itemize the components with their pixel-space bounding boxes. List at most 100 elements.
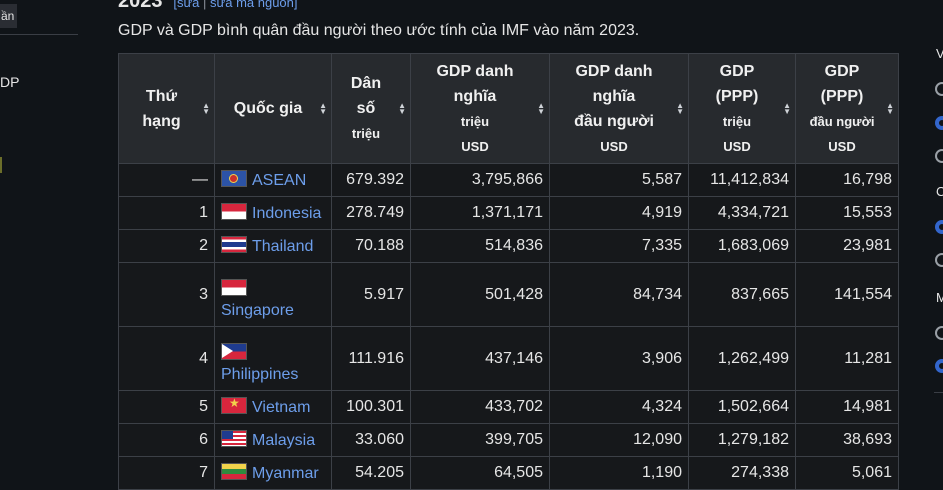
panel-divider	[934, 392, 943, 393]
sort-icon[interactable]: ▲ ▼	[537, 100, 545, 116]
column-header-population[interactable]: Dân số triệu ▲ ▼	[331, 53, 411, 164]
column-header-label: nghĩa	[592, 87, 636, 105]
column-header-gdp-nominal[interactable]: GDP danh nghĩa triệu USD ▲ ▼	[410, 53, 550, 164]
gdp-nominal-pc-cell: 84,734	[549, 262, 689, 327]
population-cell: 5.917	[331, 262, 411, 327]
gdp-ppp-cell: 1,262,499	[688, 326, 796, 391]
sort-icon[interactable]: ▲ ▼	[783, 100, 791, 116]
malaysia-flag-icon[interactable]	[221, 430, 247, 447]
table-row: 6 Malaysia 33.060 399,705 12,090 1,279,1…	[118, 423, 899, 457]
appearance-section-label: M	[936, 290, 943, 305]
table-row: 7 Myanmar 54.205 64,505 1,190 274,338 5,…	[118, 456, 899, 490]
gdp-nominal-cell: 1,371,171	[410, 196, 550, 230]
appearance-section-label: C	[936, 184, 943, 199]
country-link[interactable]: Thailand	[252, 238, 314, 255]
sort-icon[interactable]: ▲ ▼	[319, 100, 327, 116]
gdp-nominal-pc-cell: 7,335	[549, 229, 689, 263]
sidebar-marker	[0, 157, 2, 173]
rank-cell: 6	[118, 423, 215, 457]
singapore-flag-icon[interactable]	[221, 279, 247, 296]
gdp-ppp-pc-cell: 141,554	[795, 262, 899, 327]
edit-separator: |	[203, 0, 207, 10]
appearance-radio[interactable]	[935, 116, 943, 130]
appearance-panel: V C M	[930, 0, 943, 462]
country-link[interactable]: ASEAN	[252, 172, 307, 189]
appearance-radio[interactable]	[935, 220, 943, 234]
sort-icon[interactable]: ▲ ▼	[676, 100, 684, 116]
left-sidebar: ần DP	[0, 0, 78, 462]
philippines-flag-icon[interactable]	[221, 343, 247, 360]
column-header-rank[interactable]: Thứ hạng ▲ ▼	[118, 53, 215, 164]
table-row: — ASEAN 679.392 3,795,866 5,587 11,412,8…	[118, 163, 899, 197]
column-header-gdp-ppp-per-capita[interactable]: GDP (PPP) đầu người USD ▲ ▼	[795, 53, 899, 164]
gdp-ppp-pc-cell: 23,981	[795, 229, 899, 263]
vietnam-flag-icon[interactable]	[221, 396, 247, 414]
country-cell: Myanmar	[214, 456, 332, 490]
gdp-nominal-cell: 433,702	[410, 390, 550, 424]
country-cell: Vietnam	[214, 390, 332, 424]
appearance-section-label: V	[936, 46, 943, 61]
thailand-flag-icon[interactable]	[221, 236, 247, 253]
column-header-label: GDP danh	[575, 62, 653, 80]
column-header-label: Thứ	[145, 87, 178, 105]
sort-icon[interactable]: ▲ ▼	[398, 100, 406, 116]
sidebar-tab[interactable]: ần	[0, 4, 17, 28]
column-unit: USD	[461, 138, 489, 154]
myanmar-flag-icon[interactable]	[221, 463, 247, 480]
indonesia-flag-icon[interactable]	[221, 203, 247, 220]
column-header-label: (PPP)	[715, 87, 759, 105]
country-link[interactable]: Indonesia	[252, 205, 322, 222]
sidebar-divider	[0, 34, 78, 35]
population-cell: 70.188	[331, 229, 411, 263]
sort-icon[interactable]: ▲ ▼	[202, 100, 210, 116]
gdp-nominal-pc-cell: 3,906	[549, 326, 689, 391]
country-link[interactable]: Myanmar	[252, 465, 319, 482]
country-link[interactable]: Singapore	[221, 302, 294, 319]
sort-icon[interactable]: ▲ ▼	[886, 100, 894, 116]
gdp-ppp-cell: 274,338	[688, 456, 796, 490]
table-row: 3 Singapore 5.917 501,428 84,734 837,665…	[118, 262, 899, 327]
column-header-label: (PPP)	[820, 87, 864, 105]
asean-flag-icon[interactable]	[221, 170, 247, 187]
country-link[interactable]: Vietnam	[252, 399, 311, 416]
rank-cell: 1	[118, 196, 215, 230]
appearance-radio[interactable]	[935, 253, 943, 267]
column-unit: USD	[600, 138, 628, 154]
rank-cell: —	[118, 163, 215, 197]
gdp-nominal-pc-cell: 1,190	[549, 456, 689, 490]
edit-source-link[interactable]: sửa mã nguồn]	[210, 0, 298, 10]
column-header-gdp-ppp[interactable]: GDP (PPP) triệu USD ▲ ▼	[688, 53, 796, 164]
population-cell: 111.916	[331, 326, 411, 391]
section-heading: 2023 [sửa | sửa mã nguồn]	[118, 0, 298, 13]
column-header-gdp-nominal-per-capita[interactable]: GDP danh nghĩa đầu người USD ▲ ▼	[549, 53, 689, 164]
population-cell: 100.301	[331, 390, 411, 424]
gdp-nominal-cell: 514,836	[410, 229, 550, 263]
appearance-radio[interactable]	[935, 326, 943, 340]
appearance-radio[interactable]	[935, 359, 943, 373]
column-header-label: nghĩa	[453, 87, 497, 105]
appearance-radio[interactable]	[935, 82, 943, 96]
gdp-ppp-cell: 1,683,069	[688, 229, 796, 263]
table-row: 2 Thailand 70.188 514,836 7,335 1,683,06…	[118, 229, 899, 263]
edit-section-link[interactable]: [sửa	[173, 0, 200, 10]
column-header-country[interactable]: Quốc gia ▲ ▼	[214, 53, 332, 164]
column-unit: USD	[828, 138, 856, 154]
table-caption: GDP và GDP bình quân đầu người theo ước …	[118, 22, 640, 39]
gdp-ppp-pc-cell: 11,281	[795, 326, 899, 391]
appearance-radio[interactable]	[935, 149, 943, 163]
gdp-nominal-cell: 399,705	[410, 423, 550, 457]
gdp-ppp-cell: 1,502,664	[688, 390, 796, 424]
column-header-label: GDP	[824, 62, 860, 80]
gdp-nominal-pc-cell: 4,919	[549, 196, 689, 230]
country-cell: ASEAN	[214, 163, 332, 197]
gdp-nominal-cell: 64,505	[410, 456, 550, 490]
country-link[interactable]: Philippines	[221, 366, 299, 383]
column-header-label: GDP	[719, 62, 755, 80]
column-header-label: Quốc gia	[233, 100, 303, 117]
table-row: 4 Philippines 111.916 437,146 3,906 1,26…	[118, 326, 899, 391]
gdp-nominal-pc-cell: 4,324	[549, 390, 689, 424]
rank-cell: 5	[118, 390, 215, 424]
sidebar-item-gdp[interactable]: DP	[0, 74, 20, 90]
country-link[interactable]: Malaysia	[252, 432, 316, 449]
column-unit: đầu người	[809, 113, 875, 129]
